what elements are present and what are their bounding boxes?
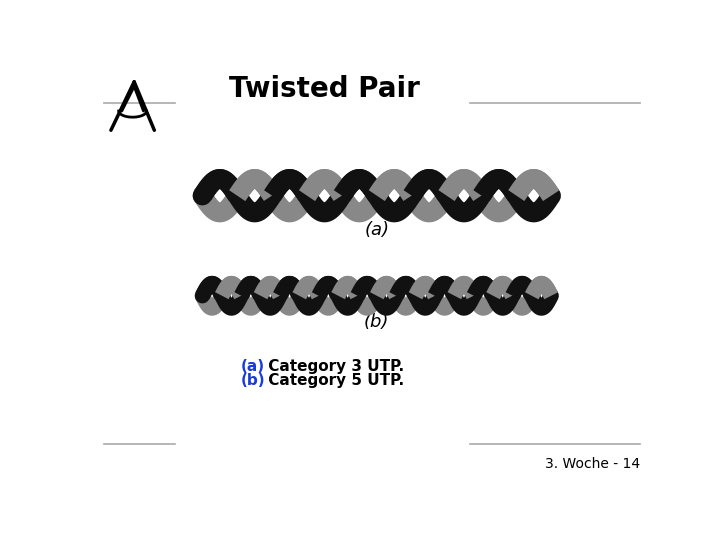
Text: Category 5 UTP.: Category 5 UTP.: [263, 373, 404, 388]
Text: Category 3 UTP.: Category 3 UTP.: [263, 359, 404, 374]
Text: (a): (a): [241, 359, 265, 374]
Text: 3. Woche - 14: 3. Woche - 14: [545, 457, 640, 471]
Text: (b): (b): [241, 373, 266, 388]
Text: (a): (a): [364, 220, 390, 239]
Text: Twisted Pair: Twisted Pair: [229, 76, 420, 104]
Text: (b): (b): [364, 313, 390, 331]
